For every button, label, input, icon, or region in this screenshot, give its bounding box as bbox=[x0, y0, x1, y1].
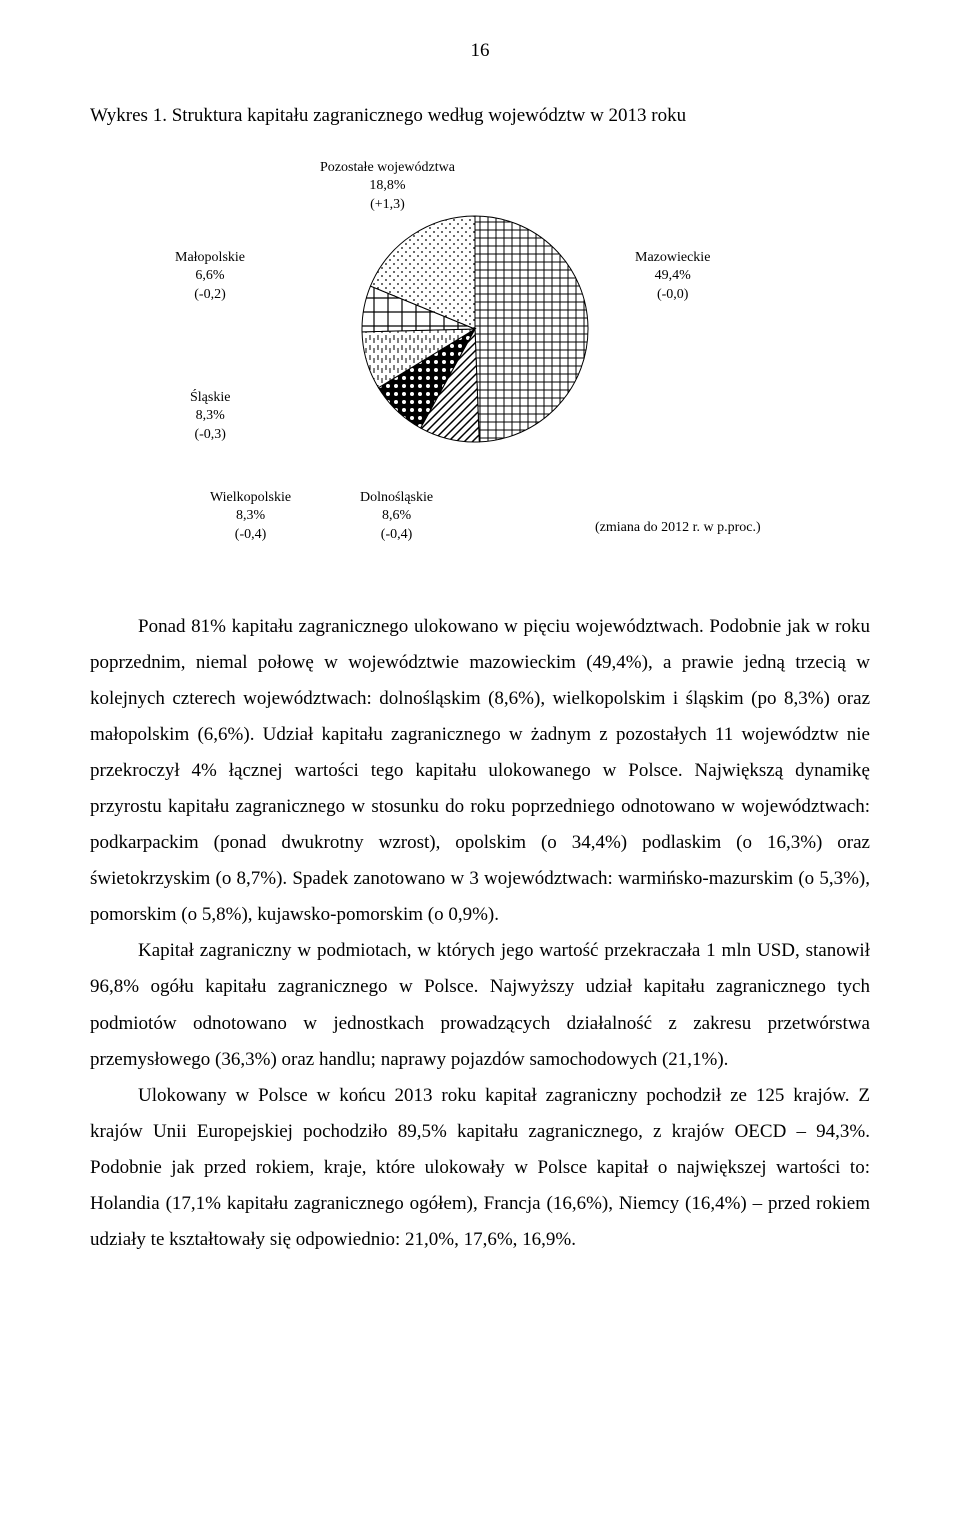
chart-label-slaskie: Śląskie 8,3% (-0,3) bbox=[190, 389, 230, 446]
chart-label-pozostale: Pozostałe województwa 18,8% (+1,3) bbox=[320, 159, 455, 216]
chart-label-value: 8,3% bbox=[236, 508, 265, 523]
chart-title: Wykres 1. Struktura kapitału zagraniczne… bbox=[90, 102, 870, 131]
chart-label-name: Wielkopolskie bbox=[210, 490, 291, 505]
chart-label-delta: (+1,3) bbox=[370, 197, 405, 212]
chart-annotation: (zmiana do 2012 r. w p.proc.) bbox=[595, 519, 761, 538]
chart-label-name: Mazowieckie bbox=[635, 250, 710, 265]
chart-label-delta: (-0,4) bbox=[235, 527, 267, 542]
chart-label-delta: (-0,3) bbox=[194, 427, 226, 442]
body-text: Ponad 81% kapitału zagranicznego ulokowa… bbox=[90, 609, 870, 1259]
chart-label-mazowieckie: Mazowieckie 49,4% (-0,0) bbox=[635, 249, 710, 306]
chart-label-malopolskie: Małopolskie 6,6% (-0,2) bbox=[175, 249, 245, 306]
chart-label-delta: (-0,0) bbox=[657, 287, 689, 302]
chart-label-value: 49,4% bbox=[655, 268, 691, 283]
chart-label-name: Śląskie bbox=[190, 390, 230, 405]
chart-label-value: 6,6% bbox=[195, 268, 224, 283]
chart-label-wielkopolskie: Wielkopolskie 8,3% (-0,4) bbox=[210, 489, 291, 546]
chart-label-name: Małopolskie bbox=[175, 250, 245, 265]
chart-label-value: 18,8% bbox=[369, 178, 405, 193]
page-number: 16 bbox=[90, 40, 870, 62]
chart-label-delta: (-0,4) bbox=[381, 527, 413, 542]
chart-label-value: 8,3% bbox=[196, 408, 225, 423]
paragraph: Ponad 81% kapitału zagranicznego ulokowa… bbox=[90, 609, 870, 934]
pie-graphic bbox=[360, 214, 590, 444]
chart-label-delta: (-0,2) bbox=[194, 287, 226, 302]
chart-label-name: Dolnośląskie bbox=[360, 490, 433, 505]
chart-label-name: Pozostałe województwa bbox=[320, 160, 455, 175]
paragraph: Ulokowany w Polsce w końcu 2013 roku kap… bbox=[90, 1078, 870, 1258]
chart-label-dolnoslaskie: Dolnośląskie 8,6% (-0,4) bbox=[360, 489, 433, 546]
paragraph: Kapitał zagraniczny w podmiotach, w któr… bbox=[90, 933, 870, 1077]
pie-slice bbox=[475, 216, 588, 442]
document-page: 16 Wykres 1. Struktura kapitału zagranic… bbox=[0, 0, 960, 1318]
pie-chart: Pozostałe województwa 18,8% (+1,3) Małop… bbox=[90, 159, 870, 579]
chart-label-value: 8,6% bbox=[382, 508, 411, 523]
